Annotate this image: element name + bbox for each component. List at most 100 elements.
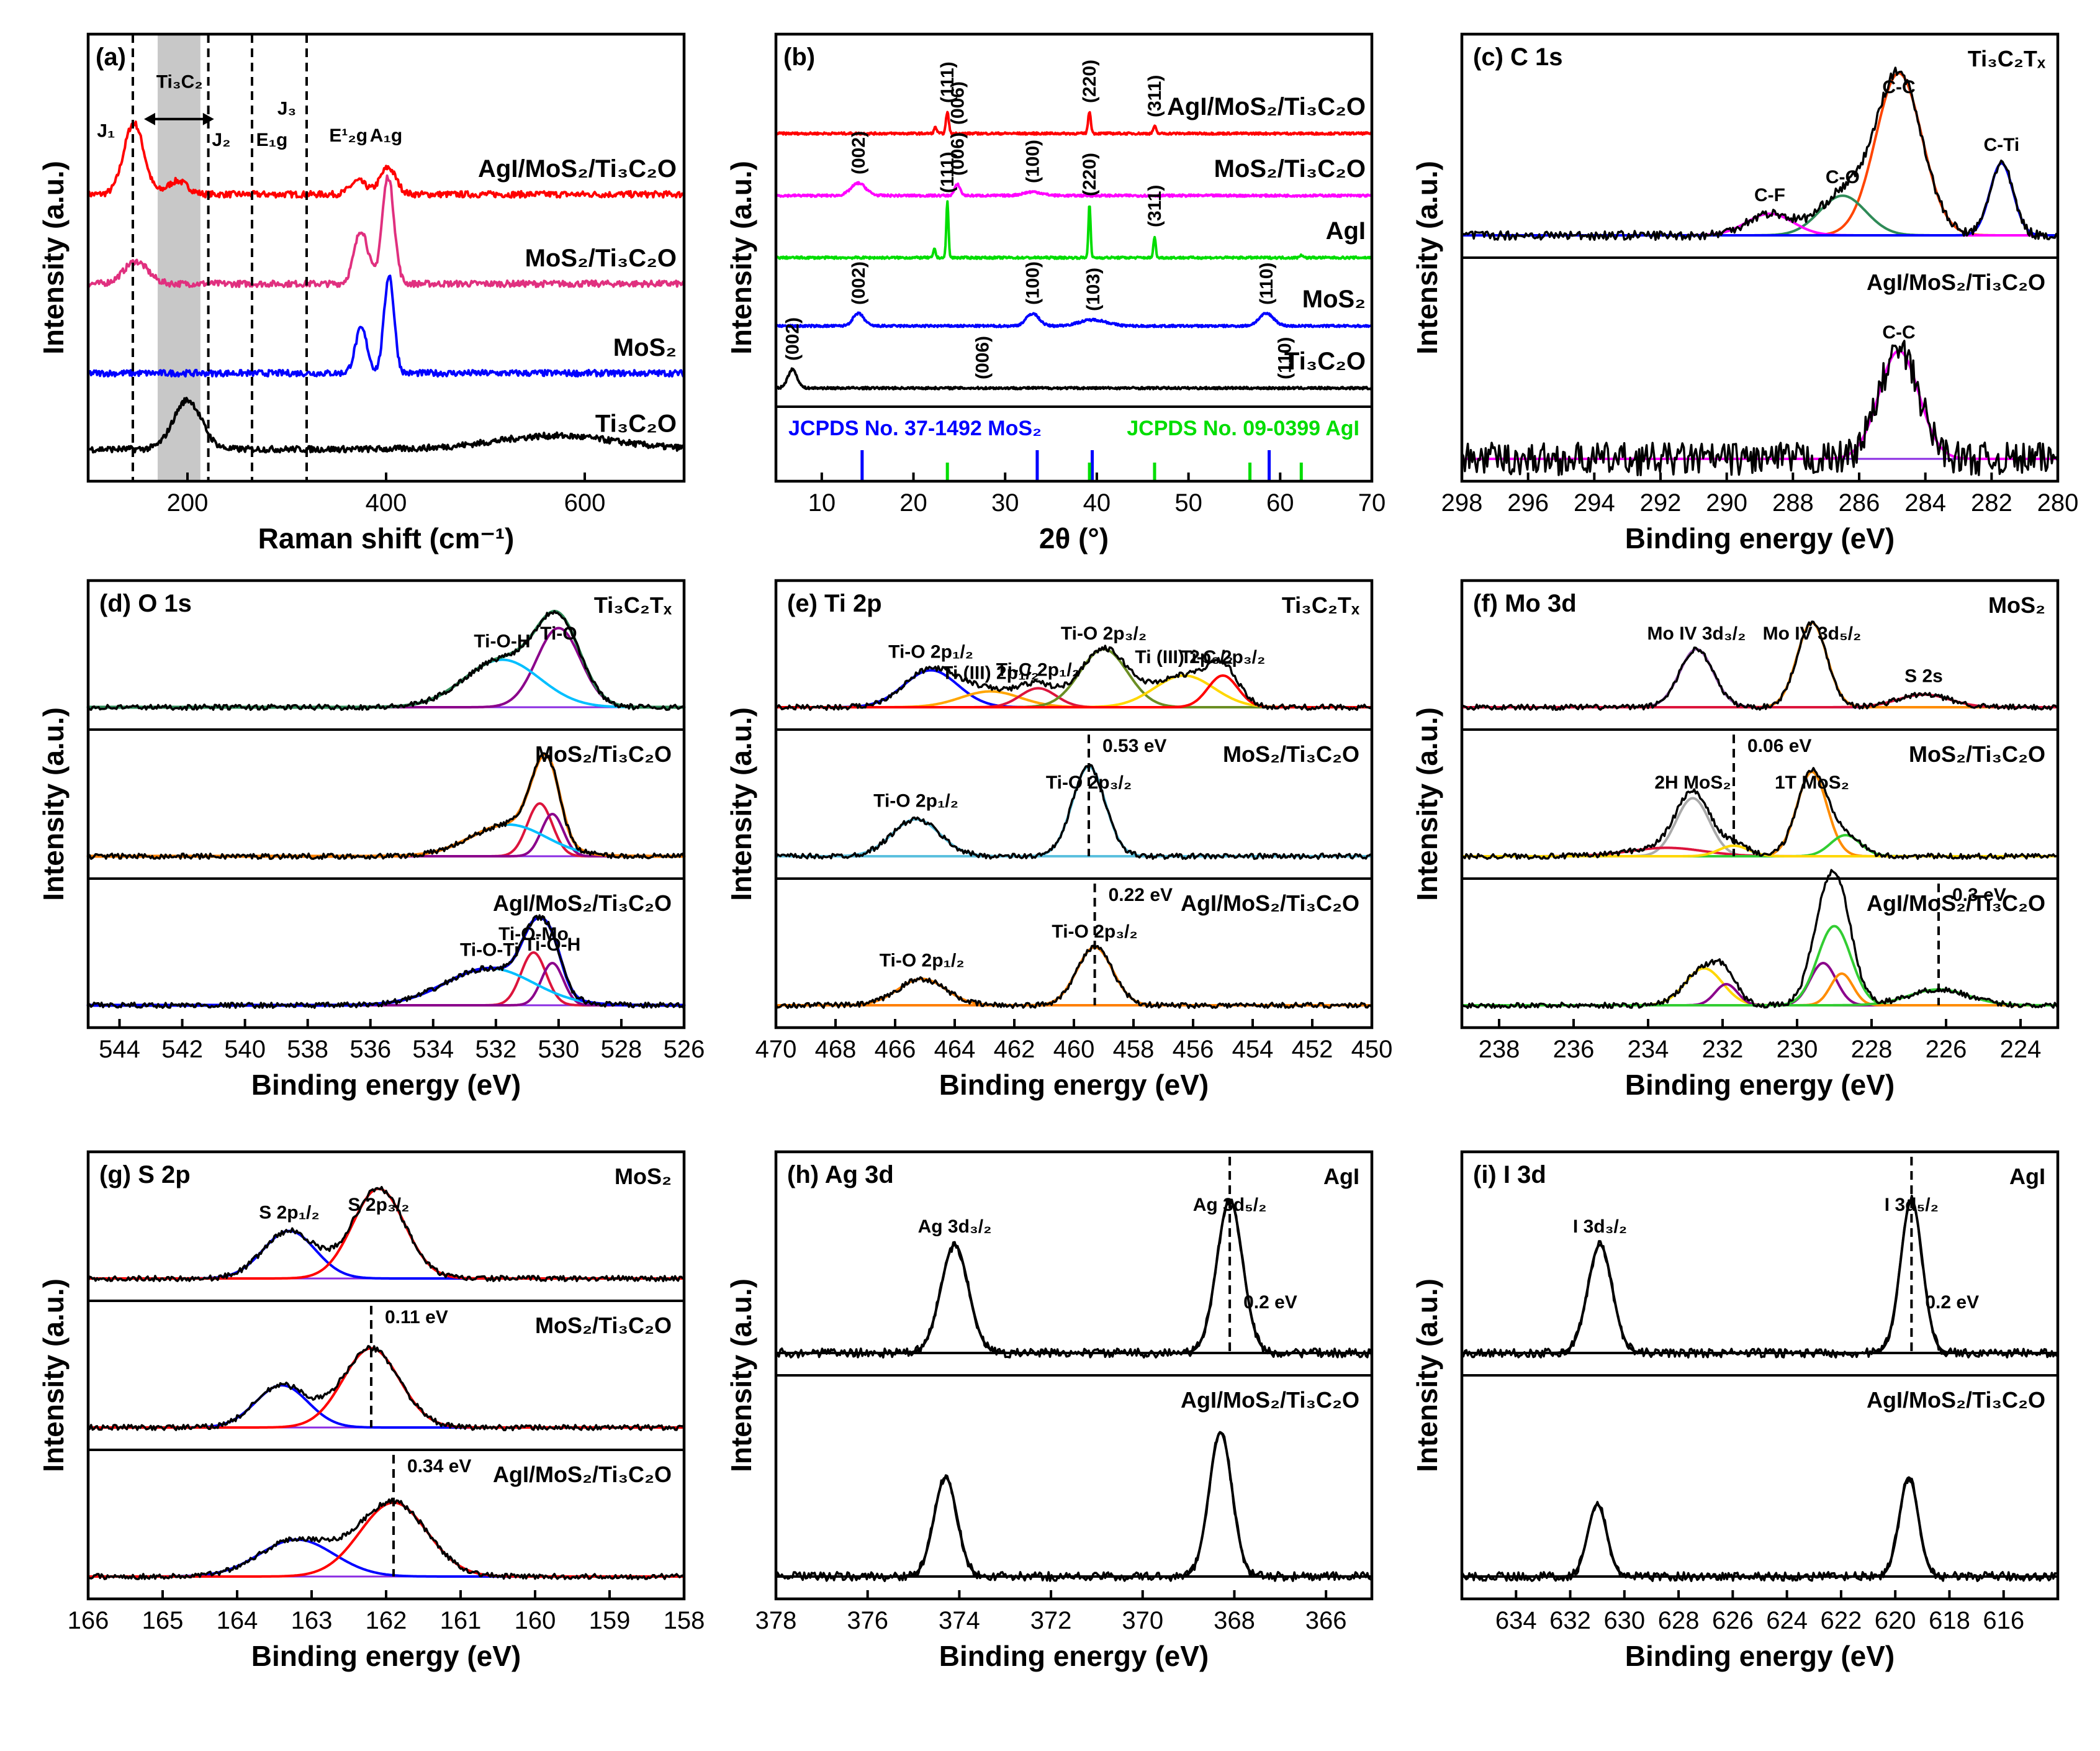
sample-label: AgI/MoS₂/Ti₃C₂O <box>1181 1387 1359 1413</box>
x-tick-label: 228 <box>1851 1036 1893 1063</box>
x-tick-label: 540 <box>224 1036 266 1063</box>
sample-label: AgI/MoS₂/Ti₃C₂O <box>1181 890 1359 916</box>
panel-title: (b) <box>783 43 815 71</box>
panel-title: (c) C 1s <box>1473 43 1563 71</box>
x-tick-label: 616 <box>1983 1607 2024 1634</box>
x-tick-label: 458 <box>1113 1036 1155 1063</box>
hkl-label: (111) <box>937 152 958 193</box>
fit-component <box>87 627 685 708</box>
series-label: MoS₂/Ti₃C₂O <box>525 245 677 272</box>
sample-label: MoS₂ <box>1988 592 2045 618</box>
x-tick-label: 618 <box>1929 1607 1970 1634</box>
peak-label: C-C <box>1882 77 1915 97</box>
x-tick-label: 622 <box>1821 1607 1862 1634</box>
x-tick-label: 454 <box>1232 1036 1274 1063</box>
x-tick-label: 544 <box>99 1036 140 1063</box>
x-tick-label: 290 <box>1706 489 1747 517</box>
fit-component <box>1461 622 2059 708</box>
sample-label: Ti₃C₂Tₓ <box>594 592 672 618</box>
sample-label: MoS₂/Ti₃C₂O <box>1909 741 2045 767</box>
series-label: AgI/MoS₂/Ti₃C₂O <box>478 155 677 183</box>
panel-title: (h) Ag 3d <box>787 1161 894 1188</box>
hkl-label: (006) <box>947 81 968 125</box>
hkl-label: (111) <box>937 61 958 103</box>
y-axis-label: Intensity (a.u.) <box>1411 161 1443 355</box>
x-tick-label: 466 <box>875 1036 916 1063</box>
shift-label: 0.3 eV <box>1952 885 2006 905</box>
series-line <box>87 274 685 378</box>
chart-g: (g) S 2p MoS₂ S 2p₁/₂ S 2p₃/₂ MoS₂/Ti₃C₂O 0.1… <box>37 1150 705 1672</box>
x-tick-label: 530 <box>538 1036 580 1063</box>
raw-spectrum <box>775 1198 1373 1359</box>
reference-label: JCPDS No. 09-0399 AgI <box>1127 417 1359 440</box>
peak-annotation: J₂ <box>212 130 230 150</box>
hkl-label: (100) <box>1023 140 1043 183</box>
x-tick-label: 372 <box>1030 1607 1072 1634</box>
x-tick-label: 162 <box>366 1607 407 1634</box>
x-tick-label: 164 <box>217 1607 258 1634</box>
peak-label: Ti-O 2p₁/₂ <box>888 642 973 663</box>
x-axis-label: Binding energy (eV) <box>939 1640 1209 1672</box>
x-tick-label: 226 <box>1926 1036 1967 1063</box>
fit-component <box>775 1431 1373 1578</box>
peak-annotation: Ti₃C₂ <box>156 71 203 92</box>
fit-component <box>87 802 685 857</box>
x-tick-label: 30 <box>991 489 1019 517</box>
x-tick-label: 370 <box>1122 1607 1163 1634</box>
x-tick-label: 288 <box>1772 489 1814 517</box>
shift-label: 0.34 eV <box>407 1456 471 1477</box>
sample-label: MoS₂/Ti₃C₂O <box>535 1313 672 1338</box>
shift-label: 0.2 eV <box>1243 1292 1297 1313</box>
peak-label: Ti-O 2p₃/₂ <box>1061 623 1147 644</box>
x-tick-label: 628 <box>1658 1607 1700 1634</box>
fit-component <box>1461 972 2059 1007</box>
fit-component <box>775 818 1373 857</box>
hkl-label: (002) <box>849 261 869 305</box>
x-tick-label: 526 <box>664 1036 705 1063</box>
x-tick-label: 158 <box>664 1607 705 1634</box>
hkl-label: (220) <box>1079 153 1100 196</box>
plot-frame <box>1460 32 2060 483</box>
series-line <box>775 311 1373 328</box>
x-tick-label: 528 <box>601 1036 642 1063</box>
peak-label: Ti (III) 2p₁/₂ <box>942 663 1039 684</box>
hkl-label: (311) <box>1145 185 1165 227</box>
x-tick-label: 238 <box>1479 1036 1520 1063</box>
x-tick-label: 620 <box>1875 1607 1916 1634</box>
peak-label: Ti-O-H <box>524 934 580 955</box>
raw-spectrum <box>1461 340 2059 476</box>
series-label: Ti₃C₂O <box>595 410 677 437</box>
peak-label: Ti-C 2p₃/₂ <box>1181 647 1266 667</box>
peak-annotation: A₁g <box>370 125 402 146</box>
raw-spectrum <box>87 1345 685 1431</box>
peak-label: 2H MoS₂ <box>1654 772 1731 793</box>
fit-component <box>1461 350 2059 460</box>
x-tick-label: 165 <box>142 1607 184 1634</box>
hkl-label: (110) <box>1256 263 1277 305</box>
plot-frame <box>774 1150 1374 1601</box>
chart-c: (c) C 1s Ti₃C₂Tₓ C-C C-O C-F C-Ti AgI/MoS₂/Ti₃… <box>1411 32 2078 554</box>
x-tick-label: 460 <box>1053 1036 1095 1063</box>
fit-component <box>1461 797 2059 857</box>
fit-envelope <box>86 753 686 858</box>
fit-component <box>775 977 1373 1007</box>
raw-spectrum <box>775 944 1373 1009</box>
chart-d: (d) O 1s Ti₃C₂Tₓ Ti-O Ti-O-H MoS₂/Ti₃C₂O AgI/… <box>37 579 705 1101</box>
x-tick-label: 234 <box>1628 1036 1669 1063</box>
x-tick-label: 163 <box>291 1607 333 1634</box>
peak-label: Ti-O-Mo <box>498 924 569 944</box>
series-label: AgI <box>1326 217 1366 245</box>
raw-spectrum <box>775 1431 1373 1582</box>
y-axis-label: Intensity (a.u.) <box>725 707 757 901</box>
x-tick-label: 624 <box>1766 1607 1808 1634</box>
x-tick-label: 366 <box>1305 1607 1347 1634</box>
y-axis-label: Intensity (a.u.) <box>725 161 757 355</box>
x-tick-label: 456 <box>1173 1036 1214 1063</box>
y-axis-label: Intensity (a.u.) <box>1411 707 1443 901</box>
x-axis-label: Binding energy (eV) <box>251 1069 521 1101</box>
fit-envelope <box>86 916 686 1007</box>
panel-title: (g) S 2p <box>99 1161 191 1188</box>
x-axis-label: Binding energy (eV) <box>251 1640 521 1672</box>
